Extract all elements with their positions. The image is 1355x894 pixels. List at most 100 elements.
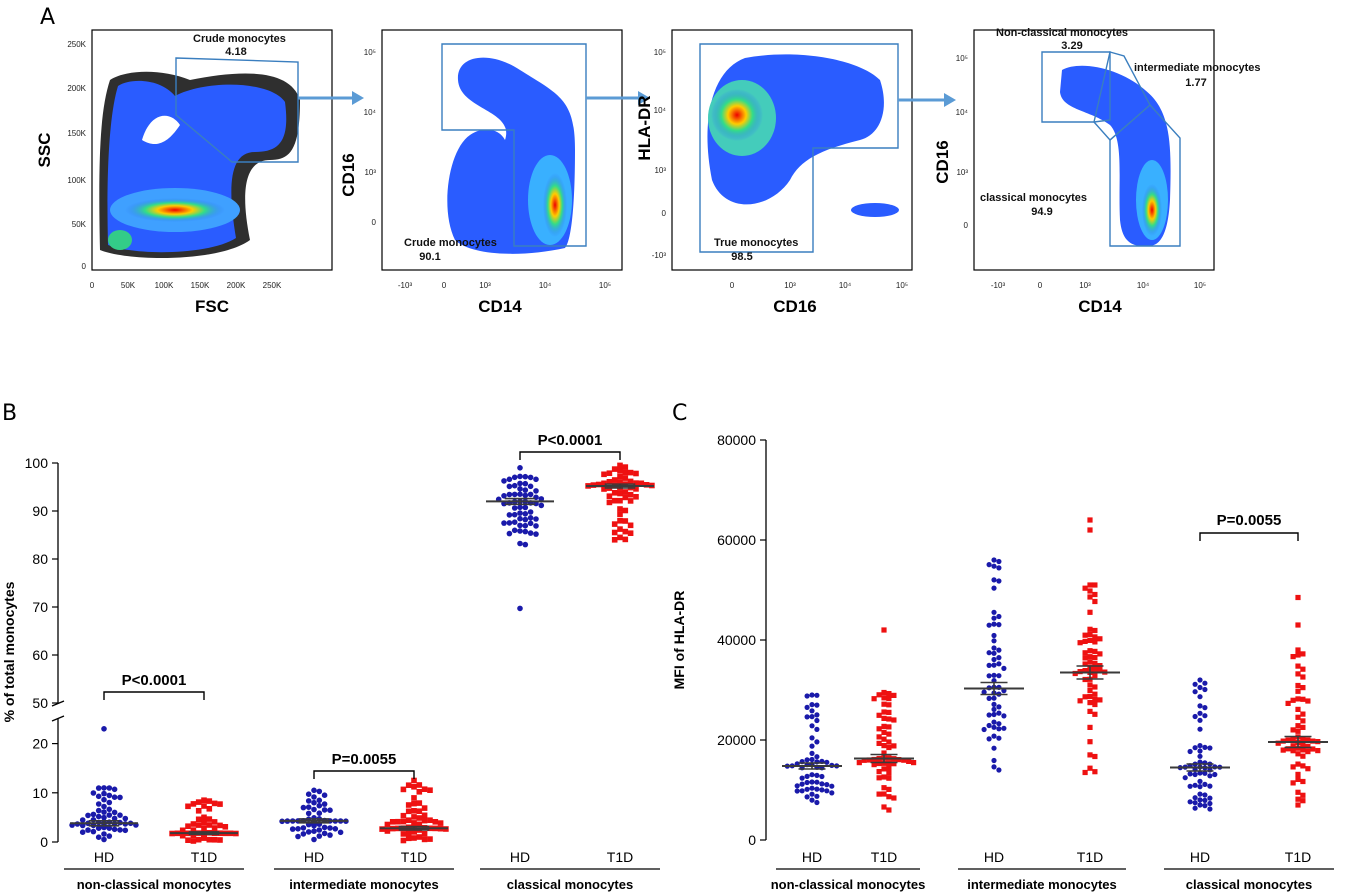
data-point-t1d bbox=[617, 473, 623, 480]
y-tick-label: 20000 bbox=[717, 732, 756, 748]
data-point-hd bbox=[1207, 783, 1213, 789]
data-point-hd bbox=[814, 754, 820, 760]
axis-break-mark bbox=[51, 715, 65, 722]
gate-value: 4.18 bbox=[225, 46, 246, 58]
data-point-t1d bbox=[617, 479, 623, 485]
data-point-t1d bbox=[1092, 660, 1098, 666]
data-point-t1d bbox=[1092, 627, 1098, 634]
data-point-hd bbox=[1192, 782, 1198, 788]
data-point-hd bbox=[991, 656, 997, 663]
x-tick-label: T1D bbox=[401, 849, 427, 865]
data-point-t1d bbox=[633, 494, 639, 500]
data-point-t1d bbox=[881, 785, 887, 791]
data-point-hd bbox=[991, 745, 997, 751]
data-point-t1d bbox=[1295, 728, 1301, 734]
flow-ticks: 0 50K 100K 150K 200K 250K 0 50K 100K 150K 200K 250K bbox=[67, 40, 282, 290]
gate-label: Crude monocytes bbox=[193, 33, 286, 45]
y-tick-label: 50 bbox=[32, 695, 48, 711]
data-point-t1d bbox=[886, 770, 892, 776]
data-point-t1d bbox=[881, 715, 887, 721]
data-point-hd bbox=[511, 491, 518, 498]
x-tick-label: HD bbox=[304, 849, 324, 865]
gate-classical[interactable] bbox=[1109, 104, 1181, 247]
data-point-t1d bbox=[627, 498, 634, 504]
data-point-t1d bbox=[195, 808, 202, 814]
x-tick-label: 10⁵ bbox=[1194, 281, 1206, 290]
data-point-hd bbox=[527, 491, 534, 498]
data-point-hd bbox=[809, 743, 815, 749]
data-point-hd bbox=[991, 672, 997, 678]
data-point-t1d bbox=[622, 475, 629, 481]
data-point-t1d bbox=[1300, 747, 1306, 753]
data-point-t1d bbox=[1305, 698, 1311, 704]
x-tick-label: 200K bbox=[227, 281, 246, 290]
data-point-t1d bbox=[891, 795, 897, 801]
gate-label: Non-classical monocytes bbox=[996, 27, 1128, 39]
y-tick-label: 0 bbox=[82, 262, 87, 271]
gate-non-classical[interactable] bbox=[1041, 51, 1111, 123]
data-point-hd bbox=[517, 522, 523, 529]
data-point-t1d bbox=[437, 820, 444, 826]
data-point-t1d bbox=[405, 817, 412, 823]
density-hotspot bbox=[1142, 184, 1162, 236]
data-point-hd bbox=[809, 772, 815, 778]
y-tick-label: 0 bbox=[372, 218, 377, 227]
data-point-hd bbox=[809, 702, 815, 708]
data-point-t1d bbox=[1290, 727, 1296, 733]
data-point-t1d bbox=[1285, 746, 1291, 752]
data-point-hd bbox=[996, 735, 1002, 741]
data-point-hd bbox=[522, 473, 529, 480]
data-point-t1d bbox=[617, 534, 623, 541]
data-point-t1d bbox=[1087, 724, 1093, 730]
data-point-t1d bbox=[1092, 591, 1098, 598]
data-point-hd bbox=[991, 711, 997, 718]
data-point-hd bbox=[1001, 665, 1007, 672]
data-point-t1d bbox=[1300, 711, 1306, 717]
data-point-hd bbox=[522, 528, 529, 535]
data-point-hd bbox=[90, 828, 97, 835]
data-point-hd bbox=[1207, 795, 1213, 801]
data-point-t1d bbox=[432, 819, 439, 825]
data-point-hd bbox=[332, 826, 339, 832]
data-point-t1d bbox=[411, 814, 417, 820]
x-tick-label: HD bbox=[802, 849, 822, 865]
data-point-hd bbox=[501, 478, 507, 484]
gate-crude-monocytes[interactable] bbox=[175, 57, 299, 163]
data-point-t1d bbox=[211, 825, 218, 831]
x-tick-label: HD bbox=[510, 849, 530, 865]
data-point-t1d bbox=[1280, 747, 1286, 753]
data-point-t1d bbox=[886, 691, 892, 697]
data-point-hd bbox=[991, 615, 997, 621]
y-tick-label: 150K bbox=[67, 129, 86, 138]
data-point-hd bbox=[321, 807, 328, 813]
data-point-hd bbox=[804, 693, 810, 699]
data-point-hd bbox=[991, 577, 997, 583]
data-point-t1d bbox=[1092, 711, 1098, 717]
chart-mfi-hladr: MFI of HLA-DR 0 20000 40000 60000 80000 HD T1… bbox=[671, 432, 1334, 892]
data-point-t1d bbox=[201, 835, 207, 841]
data-point-t1d bbox=[622, 507, 629, 514]
data-point-hd bbox=[1182, 775, 1188, 781]
gate-crude-monocytes[interactable] bbox=[441, 43, 587, 247]
data-point-hd bbox=[316, 797, 323, 804]
data-point-t1d bbox=[421, 812, 428, 819]
gate-label: intermediate monocytes bbox=[1134, 62, 1261, 74]
panel-letter-a: A bbox=[40, 5, 55, 30]
x-tick-label: T1D bbox=[1077, 849, 1103, 865]
data-point-hd bbox=[321, 792, 328, 798]
data-point-t1d bbox=[627, 530, 634, 536]
data-point-t1d bbox=[856, 760, 862, 766]
data-point-t1d bbox=[617, 526, 623, 532]
data-point-hd bbox=[1197, 778, 1203, 785]
data-point-t1d bbox=[1087, 700, 1093, 706]
data-point-t1d bbox=[1300, 736, 1306, 742]
gate-true-monocytes[interactable] bbox=[699, 43, 899, 253]
p-value-label: P=0.0055 bbox=[332, 751, 397, 768]
y-tick-label: 10³ bbox=[364, 168, 376, 177]
data-point-t1d bbox=[185, 803, 191, 810]
data-point-hd bbox=[305, 791, 312, 797]
data-point-t1d bbox=[1295, 688, 1301, 694]
data-point-t1d bbox=[622, 528, 629, 535]
gate-value: 3.29 bbox=[1061, 40, 1082, 52]
data-point-hd bbox=[289, 826, 296, 832]
